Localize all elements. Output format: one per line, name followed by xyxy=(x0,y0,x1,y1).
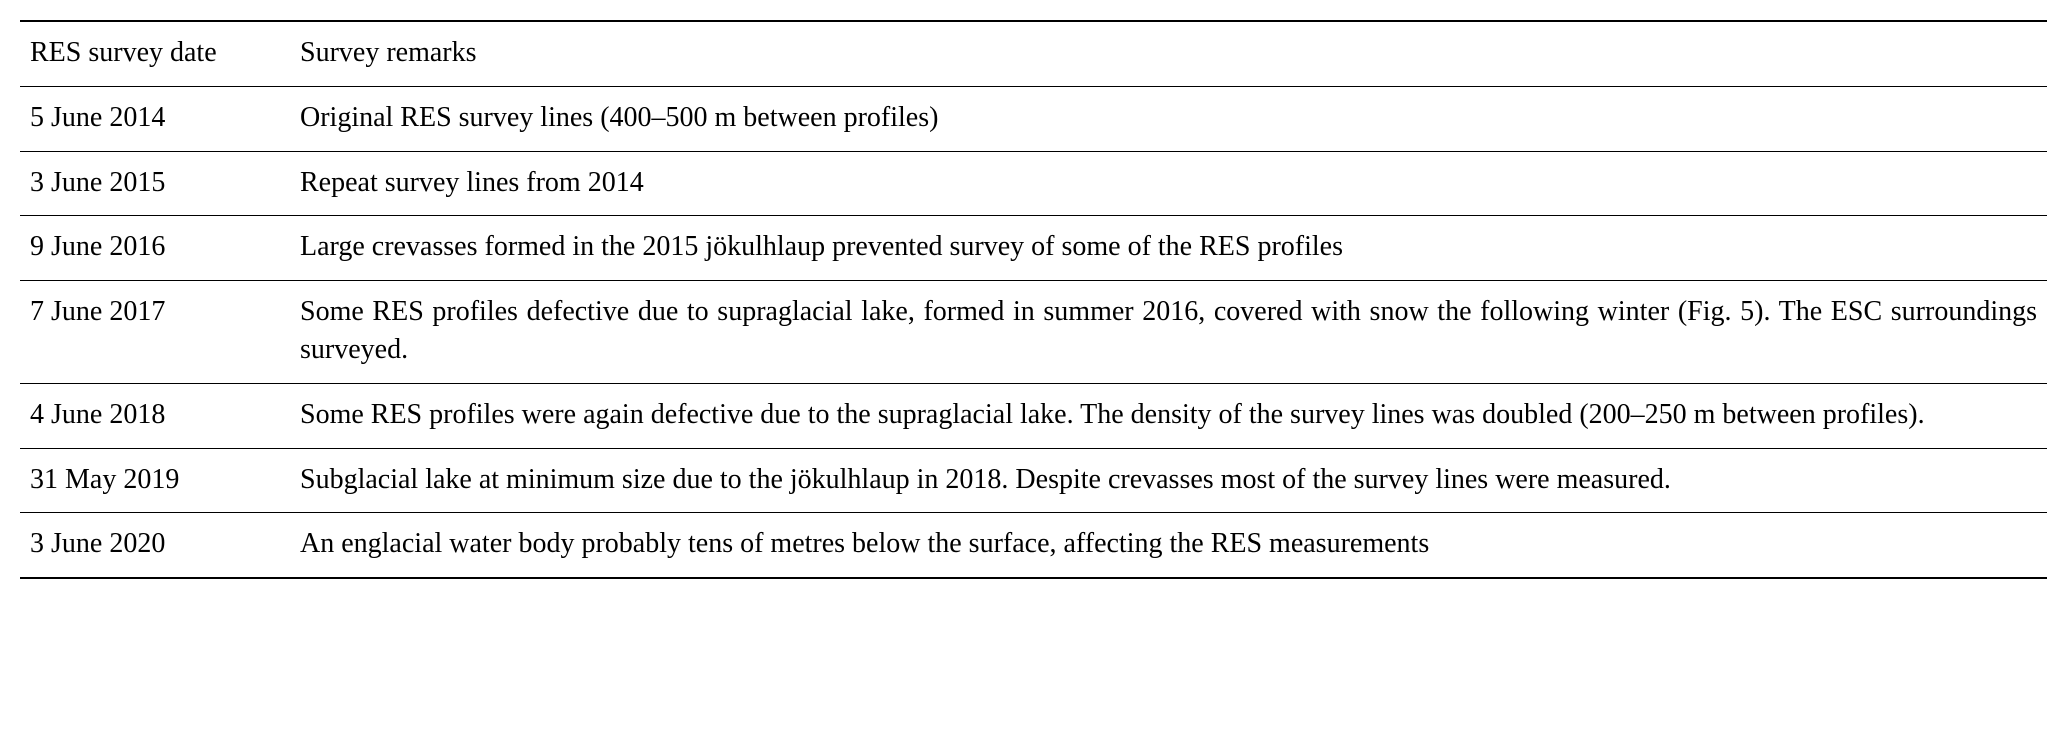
header-remarks: Survey remarks xyxy=(290,21,2047,86)
cell-date: 3 June 2020 xyxy=(20,513,290,578)
cell-date: 31 May 2019 xyxy=(20,448,290,513)
table-row: 5 June 2014 Original RES survey lines (4… xyxy=(20,86,2047,151)
cell-remarks: Large crevasses formed in the 2015 jökul… xyxy=(290,216,2047,281)
table-body: 5 June 2014 Original RES survey lines (4… xyxy=(20,86,2047,578)
table-row: 31 May 2019 Subglacial lake at minimum s… xyxy=(20,448,2047,513)
survey-table-container: RES survey date Survey remarks 5 June 20… xyxy=(20,20,2047,579)
table-row: 3 June 2015 Repeat survey lines from 201… xyxy=(20,151,2047,216)
table-row: 7 June 2017 Some RES profiles defective … xyxy=(20,281,2047,384)
table-row: 3 June 2020 An englacial water body prob… xyxy=(20,513,2047,578)
survey-table: RES survey date Survey remarks 5 June 20… xyxy=(20,20,2047,579)
table-header-row: RES survey date Survey remarks xyxy=(20,21,2047,86)
cell-date: 5 June 2014 xyxy=(20,86,290,151)
cell-remarks: Original RES survey lines (400–500 m bet… xyxy=(290,86,2047,151)
cell-date: 3 June 2015 xyxy=(20,151,290,216)
cell-remarks: Some RES profiles were again defective d… xyxy=(290,383,2047,448)
table-row: 9 June 2016 Large crevasses formed in th… xyxy=(20,216,2047,281)
cell-remarks: Subglacial lake at minimum size due to t… xyxy=(290,448,2047,513)
cell-date: 9 June 2016 xyxy=(20,216,290,281)
cell-remarks: Repeat survey lines from 2014 xyxy=(290,151,2047,216)
cell-remarks: Some RES profiles defective due to supra… xyxy=(290,281,2047,384)
table-row: 4 June 2018 Some RES profiles were again… xyxy=(20,383,2047,448)
cell-remarks: An englacial water body probably tens of… xyxy=(290,513,2047,578)
header-date: RES survey date xyxy=(20,21,290,86)
cell-date: 7 June 2017 xyxy=(20,281,290,384)
cell-date: 4 June 2018 xyxy=(20,383,290,448)
